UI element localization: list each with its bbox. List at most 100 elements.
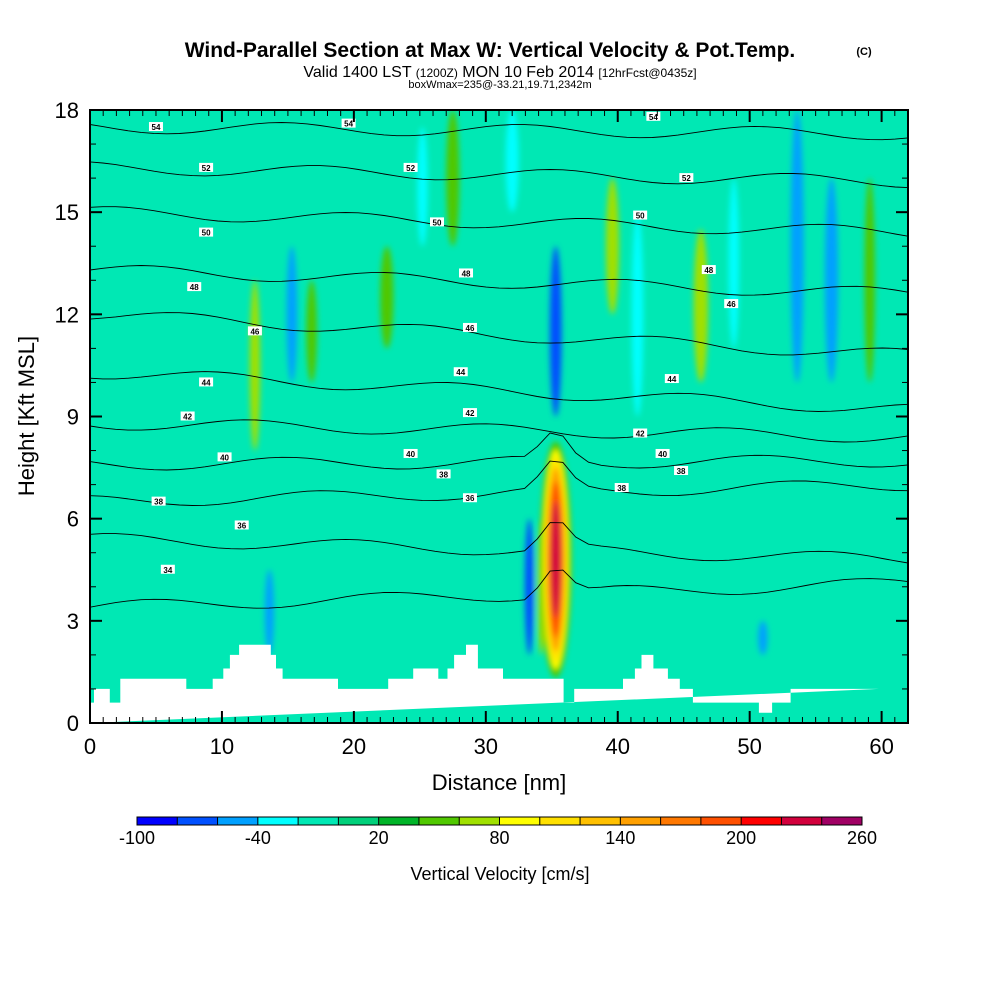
colorbar-tick-label: 200	[726, 828, 756, 848]
isentrope-label: 46	[466, 324, 475, 333]
colorbar: -100 -40 20 80 140 200 260	[119, 816, 877, 848]
x-tick-label: 30	[474, 734, 498, 759]
isentrope-label-bg	[674, 465, 689, 475]
colorbar-swatch	[257, 817, 299, 825]
isentrope-line	[90, 522, 908, 564]
colorbar-swatch	[418, 817, 460, 825]
isentrope-label: 38	[439, 470, 448, 479]
colorbar-swatch	[660, 817, 701, 825]
isentrope-label: 46	[250, 327, 259, 336]
isentrope-label: 54	[344, 120, 353, 129]
isentrope-label-bg	[724, 299, 739, 309]
isentrope-label-bg	[403, 162, 418, 172]
isentrope-label-bg	[459, 268, 474, 278]
isentrope-label: 38	[677, 467, 686, 476]
velocity-column	[446, 110, 460, 247]
isentrope-line	[90, 569, 908, 609]
valid-date: MON 10 Feb 2014	[462, 64, 594, 81]
isentrope-label-bg	[633, 210, 648, 220]
colorbar-tick-label: 80	[489, 828, 509, 848]
y-tick-label: 3	[67, 609, 79, 634]
colorbar-tick-label: -100	[119, 828, 155, 848]
valid-utc: (1200Z)	[416, 66, 458, 80]
valid-prefix: Valid 1400 LST	[303, 64, 411, 81]
isentrope-label: 54	[152, 123, 161, 132]
isentrope-label: 50	[636, 212, 645, 221]
isentrope-label-bg	[151, 496, 166, 506]
isentrope-line	[90, 161, 908, 189]
copyright-mark: (C)	[856, 46, 872, 58]
isentrope-label: 42	[183, 413, 192, 422]
colorbar-swatch	[539, 817, 581, 825]
velocity-column	[286, 246, 298, 383]
isentrope-label: 38	[617, 484, 626, 493]
isentrope-label: 44	[456, 368, 465, 377]
isentrope-label: 34	[163, 566, 172, 575]
isentrope-label: 42	[636, 430, 645, 439]
colorbar-swatch	[620, 817, 661, 825]
isentrope-line	[90, 206, 908, 237]
isentrope-label: 50	[433, 218, 442, 227]
y-tick-label: 9	[67, 405, 79, 430]
isentrope-line	[90, 265, 908, 296]
x-tick-label: 0	[84, 734, 96, 759]
y-tick-label: 15	[55, 200, 79, 225]
plot-area: 54 54 54 52 52 52 50 50 50 48 48 48 46 46 46 44 44 44 42 42…	[90, 110, 908, 723]
isentrope-label-bg	[429, 217, 444, 227]
terrain	[90, 644, 879, 723]
isentrope-label-bg	[462, 408, 477, 418]
isentrope-label: 38	[154, 498, 163, 507]
isentrope-label: 42	[466, 409, 475, 418]
isentrope-label-bg	[148, 122, 163, 132]
terrain-mask	[90, 644, 879, 723]
x-tick-label: 40	[605, 734, 629, 759]
isentrope-label-bg	[664, 374, 679, 384]
isentrope-labels: 54 54 54 52 52 52 50 50 50 48 48 48 46 46 46 44 44 44 42 42…	[148, 111, 739, 575]
colorbar-tick-label: 260	[847, 828, 877, 848]
colorbar-swatch	[338, 817, 379, 825]
isentrope-line	[90, 460, 908, 506]
isentrope-label: 40	[658, 450, 667, 459]
axis-ticks	[89, 109, 909, 724]
isentrope-label-bg	[341, 118, 356, 128]
isentrope-label-bg	[679, 173, 694, 183]
y-tick-label: 12	[55, 302, 79, 327]
isentrope-label-bg	[436, 469, 451, 479]
isentrope-line	[90, 122, 908, 141]
forecast-info: [12hrFcst@0435z]	[598, 66, 696, 80]
velocity-column	[864, 178, 876, 383]
colorbar-swatch	[298, 817, 339, 825]
y-axis-label: Height [Kft MSL]	[14, 336, 39, 496]
isentropes	[90, 122, 908, 609]
velocity-column	[824, 178, 839, 383]
isentrope-label: 52	[406, 164, 415, 173]
x-tick-label: 10	[210, 734, 234, 759]
colorbar-tick-label: -40	[245, 828, 271, 848]
isentrope-label-bg	[646, 111, 661, 121]
isentrope-line	[90, 419, 908, 443]
field-background	[90, 110, 908, 723]
isentrope-label-bg	[199, 162, 214, 172]
velocity-column	[549, 246, 562, 417]
colorbar-swatch	[177, 817, 218, 825]
colorbar-swatch	[580, 817, 621, 825]
isentrope-label-bg	[614, 483, 629, 493]
velocity-column	[524, 518, 534, 655]
isentrope-label-bg	[462, 493, 477, 503]
isentrope-label-bg	[247, 326, 262, 336]
isentrope-label-bg	[453, 367, 468, 377]
velocity-column	[417, 127, 428, 247]
isentrope-label: 44	[667, 375, 676, 384]
colorbar-label: Vertical Velocity [cm/s]	[410, 864, 589, 884]
colorbar-tick-label: 20	[369, 828, 389, 848]
isentrope-line	[90, 432, 908, 471]
y-tick-label: 18	[55, 98, 79, 123]
isentrope-line	[90, 371, 908, 412]
isentrope-label-bg	[633, 428, 648, 438]
velocity-column	[693, 229, 709, 383]
isentrope-label: 52	[682, 174, 691, 183]
isentrope-label: 40	[220, 453, 229, 462]
isentrope-label-bg	[462, 322, 477, 332]
valid-time-line: Valid 1400 LST (1200Z) MON 10 Feb 2014 […	[303, 64, 696, 81]
